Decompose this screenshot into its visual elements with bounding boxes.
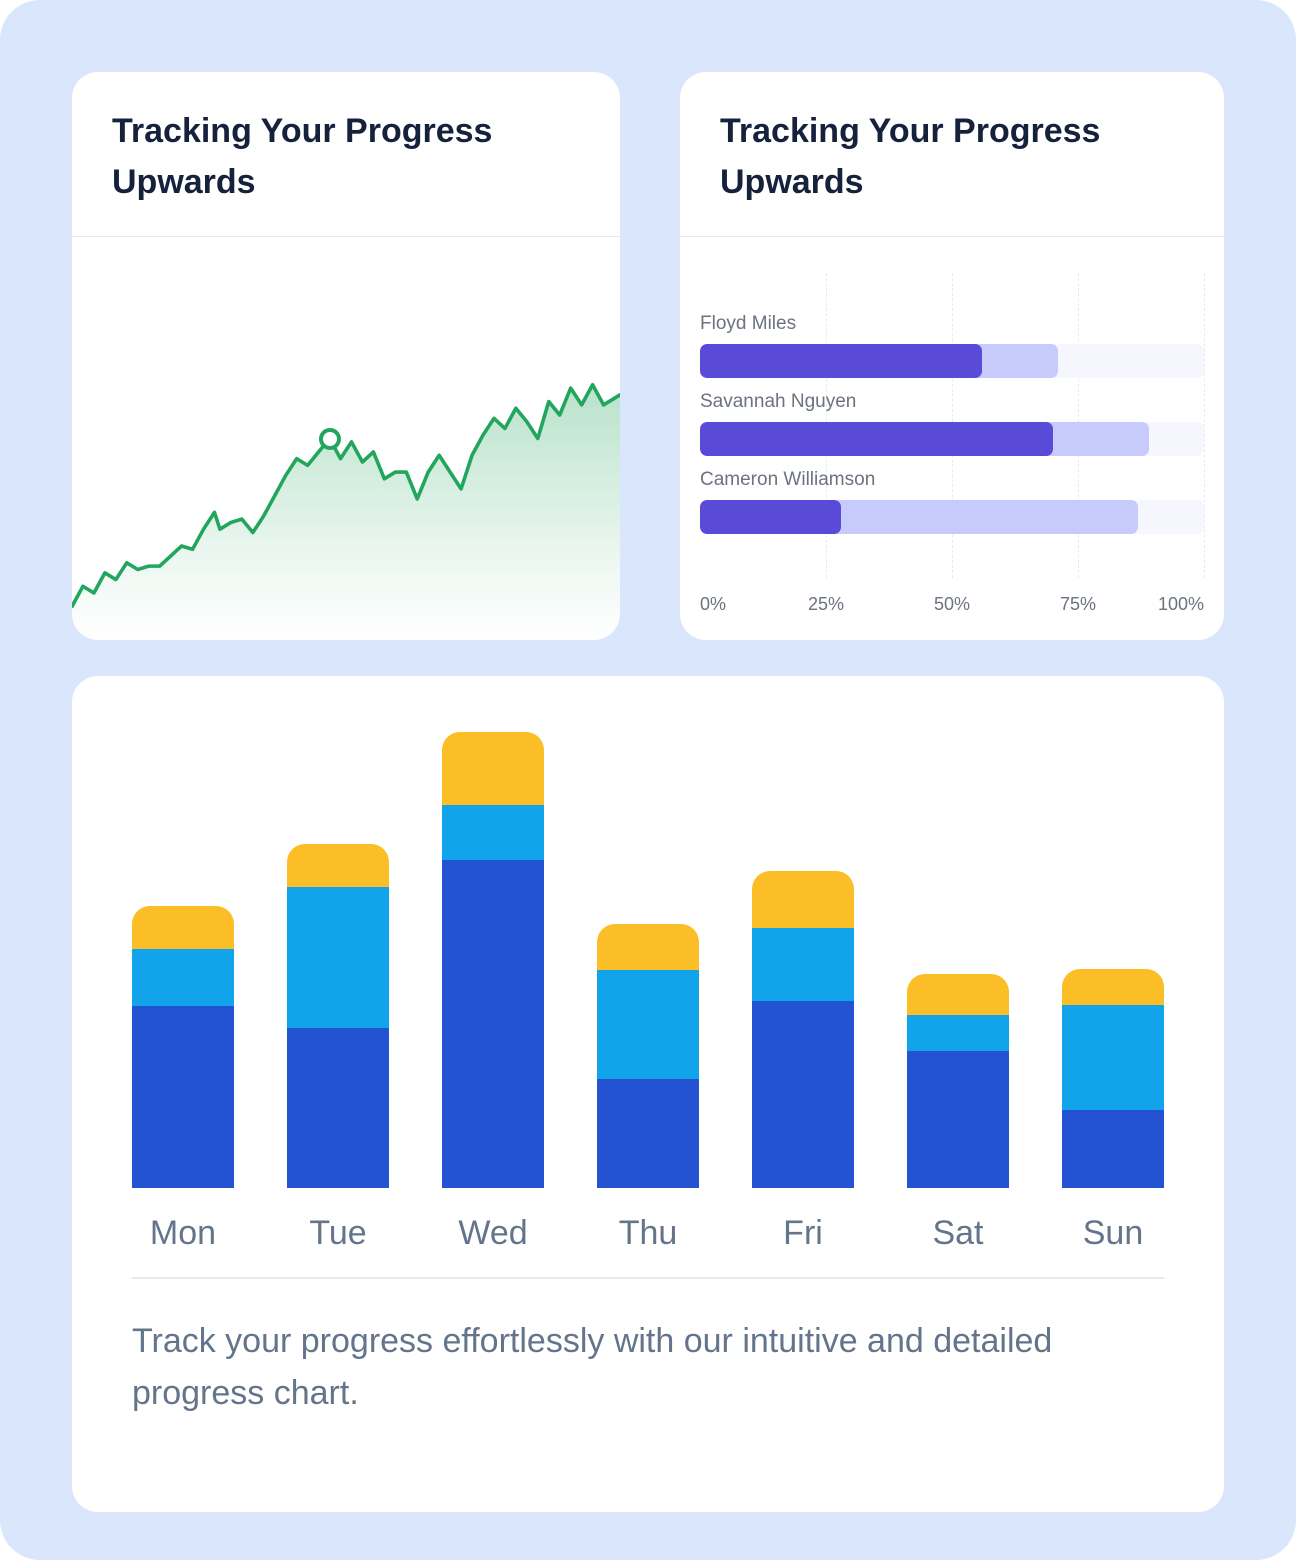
bar-segment-yellow xyxy=(132,906,234,949)
bar-column xyxy=(132,906,234,1188)
bar-column xyxy=(907,974,1009,1188)
progress-bars-card: Tracking Your Progress Upwards Floyd Mil… xyxy=(680,72,1224,640)
divider xyxy=(132,1277,1164,1279)
progress-row: Savannah Nguyen xyxy=(700,391,1204,456)
line-series xyxy=(72,385,620,607)
progress-row-label: Savannah Nguyen xyxy=(700,391,857,412)
bars-x-axis-label: Sat xyxy=(932,1214,984,1252)
axis-tick-label: 25% xyxy=(807,594,845,614)
progress-track xyxy=(700,422,1204,456)
bar-segment-light-blue xyxy=(1062,1005,1164,1110)
bar-segment-yellow xyxy=(1062,969,1164,1005)
progress-card-title: Tracking Your Progress Upwards xyxy=(720,112,1101,201)
progress-row-label: Floyd Miles xyxy=(700,313,797,334)
weekly-bars-card: Mon Tue Wed Thu Fri Sat Sun Track your progres… xyxy=(72,676,1224,1512)
progress-row: Cameron Williamson xyxy=(700,469,1204,534)
bar-stack xyxy=(907,974,1009,1188)
axis-tick-label: 100% xyxy=(1157,594,1204,614)
line-chart xyxy=(72,237,620,640)
progress-rows: Floyd Miles Savannah Nguyen Cameron Willia… xyxy=(700,300,1204,547)
axis-tick-label: 75% xyxy=(1059,594,1097,614)
progress-x-axis: 0% 25% 50% 75% 100% xyxy=(700,594,1204,618)
axis-tick-label: 0% xyxy=(700,594,727,614)
top-row: Tracking Your Progress Upwards Tracking … xyxy=(72,72,1224,640)
bar-segment-light-blue xyxy=(442,805,544,860)
progress-fill-primary xyxy=(700,500,842,534)
bar-segment-dark-blue xyxy=(597,1079,699,1188)
bar-column xyxy=(597,924,699,1188)
bar-segment-dark-blue xyxy=(442,860,544,1188)
progress-card-header: Tracking Your Progress Upwards xyxy=(680,72,1224,237)
bar-column xyxy=(442,732,544,1188)
line-card-title: Tracking Your Progress Upwards xyxy=(112,112,493,201)
stacked-bar-chart xyxy=(132,732,1164,1188)
bar-segment-dark-blue xyxy=(132,1006,234,1188)
bar-column xyxy=(752,871,854,1188)
bar-stack xyxy=(442,732,544,1188)
bar-segment-dark-blue xyxy=(1062,1110,1164,1188)
bar-stack xyxy=(287,844,389,1188)
progress-fill-primary xyxy=(700,422,1053,456)
bars-x-axis-label: Fri xyxy=(783,1214,823,1252)
axis-tick-label: 50% xyxy=(933,594,971,614)
chart-caption: Track your progress effortlessly with ou… xyxy=(132,1321,1053,1413)
bar-column xyxy=(287,844,389,1188)
bar-segment-dark-blue xyxy=(287,1028,389,1188)
progress-row-label: Cameron Williamson xyxy=(700,469,876,490)
bar-segment-light-blue xyxy=(597,970,699,1079)
bar-column xyxy=(1062,969,1164,1188)
bar-segment-yellow xyxy=(287,844,389,887)
bar-segment-light-blue xyxy=(287,887,389,1028)
progress-chart: Floyd Miles Savannah Nguyen Cameron Willia… xyxy=(680,237,1224,640)
progress-plot-area: Floyd Miles Savannah Nguyen Cameron Willia… xyxy=(700,267,1205,580)
bar-segment-yellow xyxy=(442,732,544,805)
bar-stack xyxy=(752,871,854,1188)
progress-fill-primary xyxy=(700,344,983,378)
line-chart-card: Tracking Your Progress Upwards xyxy=(72,72,620,640)
bar-segment-yellow xyxy=(752,871,854,928)
bar-segment-light-blue xyxy=(752,928,854,1001)
bars-x-axis-label: Wed xyxy=(458,1214,528,1252)
bar-segment-dark-blue xyxy=(752,1001,854,1188)
bars-x-axis-label: Sun xyxy=(1082,1214,1144,1252)
line-area-fill xyxy=(72,384,620,640)
bars-x-axis-label: Mon xyxy=(149,1214,217,1252)
bar-segment-dark-blue xyxy=(907,1051,1009,1188)
bar-segment-yellow xyxy=(597,924,699,970)
progress-track xyxy=(700,344,1204,378)
bars-x-axis-label: Thu xyxy=(618,1214,678,1252)
bar-stack xyxy=(1062,969,1164,1188)
bar-stack xyxy=(597,924,699,1188)
progress-track xyxy=(700,500,1204,534)
bars-x-axis-label: Tue xyxy=(309,1214,367,1252)
bar-segment-yellow xyxy=(907,974,1009,1015)
bars-x-axis-labels: Mon Tue Wed Thu Fri Sat Sun xyxy=(132,1214,1164,1253)
line-chart-svg xyxy=(72,237,620,640)
line-card-header: Tracking Your Progress Upwards xyxy=(72,72,620,237)
bar-stack xyxy=(132,906,234,1188)
bar-segment-light-blue xyxy=(132,949,234,1006)
progress-row: Floyd Miles xyxy=(700,313,1204,378)
gridline xyxy=(1204,273,1205,578)
bar-segment-light-blue xyxy=(907,1015,1009,1051)
line-marker-point xyxy=(318,427,341,450)
